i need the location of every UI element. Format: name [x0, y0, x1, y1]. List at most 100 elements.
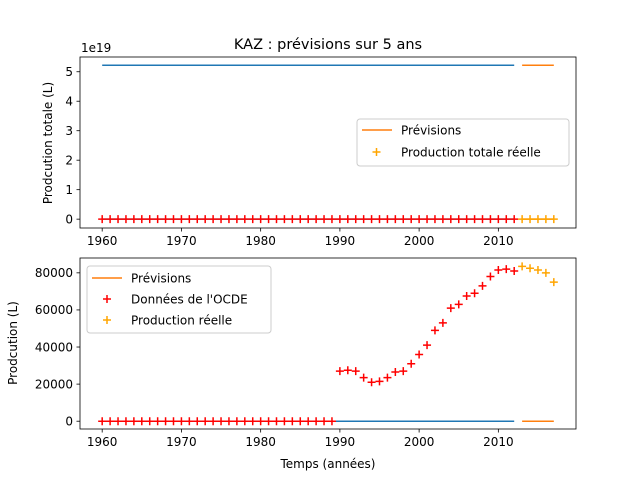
top-point-4-20 [256, 215, 265, 224]
bottom-series-markers-3 [518, 262, 558, 287]
top-point-4-15 [217, 215, 226, 224]
top-point-4-46 [462, 215, 471, 224]
bottom-point-2-50 [494, 266, 503, 275]
bottom-point-2-41 [423, 341, 432, 350]
top-point-4-22 [272, 215, 281, 224]
top-point-4-50 [494, 215, 503, 224]
bottom-point-2-47 [470, 289, 479, 298]
top-point-4-37 [391, 215, 400, 224]
bottom-point-2-0 [98, 417, 107, 426]
top-ytick-label-2: 2 [65, 153, 73, 167]
top-point-4-14 [209, 215, 218, 224]
top-point-5-3 [541, 215, 550, 224]
top-point-4-19 [248, 215, 257, 224]
top-point-4-40 [415, 215, 424, 224]
top-point-5-2 [533, 215, 542, 224]
bottom-point-2-28 [320, 417, 329, 426]
top-point-5-0 [518, 215, 527, 224]
bottom-point-2-5 [137, 417, 146, 426]
top-legend-label-1: Production totale réelle [401, 146, 541, 160]
top-point-4-45 [454, 215, 463, 224]
top-legend: Prévisions Production totale réelle [356, 118, 570, 167]
top-point-4-41 [423, 215, 432, 224]
top-point-5-1 [526, 215, 535, 224]
bottom-point-2-7 [153, 417, 162, 426]
top-legend-plus-swatch [372, 148, 381, 156]
bottom-point-2-42 [430, 326, 439, 335]
top-point-4-32 [351, 215, 360, 224]
top-point-4-5 [137, 215, 146, 224]
bottom-point-2-46 [462, 292, 471, 301]
bottom-plot: 1960 1970 1980 1990 2000 2010 0 20000 40000 60000… [35, 257, 577, 449]
bottom-point-2-49 [486, 272, 495, 281]
bottom-axes-frame [79, 257, 577, 430]
top-point-4-11 [185, 215, 194, 224]
top-point-5-4 [549, 215, 558, 224]
top-point-4-3 [121, 215, 130, 224]
bottom-point-2-51 [502, 265, 511, 274]
bottom-point-2-18 [240, 417, 249, 426]
bottom-xtick-label-3: 1990 [325, 435, 356, 449]
bottom-point-2-30 [335, 367, 344, 376]
top-point-4-36 [383, 215, 392, 224]
bottom-point-2-21 [264, 417, 273, 426]
bottom-point-2-17 [232, 417, 241, 426]
bottom-point-2-12 [193, 417, 202, 426]
top-point-4-26 [304, 215, 313, 224]
bottom-point-2-22 [272, 417, 281, 426]
bottom-point-2-27 [312, 417, 321, 426]
bottom-point-2-11 [185, 417, 194, 426]
top-point-4-1 [106, 215, 115, 224]
bottom-point-2-9 [169, 417, 178, 426]
top-point-4-29 [327, 215, 336, 224]
top-series-markers-5 [518, 215, 558, 224]
top-ytick-label-4: 4 [65, 95, 73, 109]
bottom-xtick-label-5: 2010 [483, 435, 514, 449]
bottom-point-2-48 [478, 281, 487, 290]
bottom-point-2-19 [248, 417, 257, 426]
top-point-4-48 [478, 215, 487, 224]
bottom-ytick-label-0: 0 [65, 415, 73, 429]
bottom-point-2-25 [296, 417, 305, 426]
bottom-xtick-label-4: 2000 [404, 435, 435, 449]
top-point-4-12 [193, 215, 202, 224]
top-offset-text: 1e19 [81, 41, 111, 55]
top-point-4-28 [320, 215, 329, 224]
top-point-4-35 [375, 215, 384, 224]
bottom-legend-plus-swatch-1 [103, 316, 111, 324]
top-point-4-27 [312, 215, 321, 224]
top-point-4-49 [486, 215, 495, 224]
top-ytick-label-1: 1 [65, 183, 73, 197]
top-point-4-31 [343, 215, 352, 224]
bottom-point-2-45 [454, 300, 463, 309]
top-point-4-0 [98, 215, 107, 224]
bottom-point-2-3 [121, 417, 130, 426]
top-point-4-18 [240, 215, 249, 224]
bottom-point-3-1 [526, 264, 535, 273]
bottom-ylabel: Prodcution (L) [6, 301, 20, 385]
bottom-point-2-24 [288, 417, 297, 426]
top-point-4-25 [296, 215, 305, 224]
bottom-point-3-0 [518, 262, 527, 271]
bottom-point-2-38 [399, 367, 408, 376]
bottom-point-3-4 [549, 278, 558, 287]
bottom-point-2-34 [367, 378, 376, 387]
top-axes-frame [79, 56, 577, 229]
bottom-legend-plus-swatch-0 [103, 295, 111, 303]
bottom-point-2-39 [407, 359, 416, 368]
bottom-point-2-29 [327, 417, 336, 426]
bottom-point-2-26 [304, 417, 313, 426]
bottom-point-2-13 [201, 417, 210, 426]
top-point-4-30 [335, 215, 344, 224]
top-point-4-10 [177, 215, 186, 224]
top-point-4-34 [367, 215, 376, 224]
bottom-point-2-14 [209, 417, 218, 426]
bottom-ytick-label-1: 20000 [35, 377, 73, 391]
top-point-4-39 [407, 215, 416, 224]
bottom-xlabel: Temps (années) [280, 457, 376, 471]
top-point-4-13 [201, 215, 210, 224]
bottom-legend-label-2: Production réelle [131, 314, 232, 328]
bottom-legend-box [86, 265, 272, 334]
